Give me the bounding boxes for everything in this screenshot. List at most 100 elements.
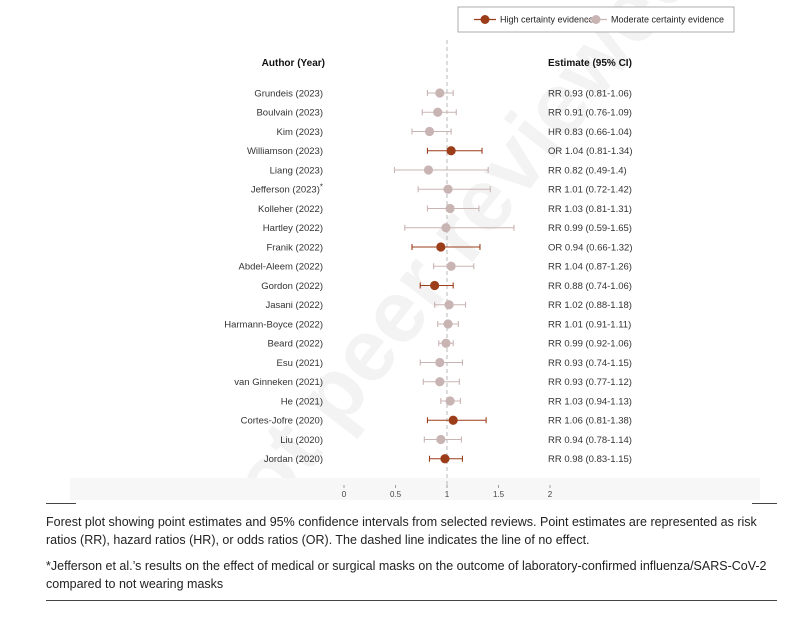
point-estimate (448, 415, 458, 425)
forest-row: Harmann-Boyce (2022) RR 1.01 (0.91-1.11) (224, 319, 631, 330)
row-label: He (2021) (281, 396, 323, 407)
row-label: Boulvain (2023) (256, 108, 323, 119)
row-estimate: RR 0.93 (0.81-1.06) (548, 88, 632, 99)
forest-row: van Ginneken (2021) RR 0.93 (0.77-1.12) (234, 377, 632, 388)
forest-row: Gordon (2022) RR 0.88 (0.74-1.06) (261, 281, 632, 292)
forest-row: Boulvain (2023) RR 0.91 (0.76-1.09) (256, 108, 632, 119)
x-tick-label: 1.5 (493, 490, 505, 499)
row-label: Gordon (2022) (261, 281, 323, 292)
forest-row: Beard (2022) RR 0.99 (0.92-1.06) (268, 339, 632, 350)
footnote-marker: * (320, 183, 323, 192)
point-estimate (445, 396, 455, 406)
row-label: Esu (2021) (277, 358, 323, 369)
row-label: Franik (2022) (267, 242, 324, 253)
row-label: Kim (2023) (277, 127, 323, 138)
row-label: Jefferson (2023)* (251, 183, 323, 196)
forest-row: Esu (2021) RR 0.93 (0.74-1.15) (277, 358, 632, 369)
point-estimate (435, 377, 445, 387)
point-estimate (444, 300, 454, 310)
row-estimate: RR 0.82 (0.49-1.4) (548, 165, 627, 176)
row-estimate: RR 1.03 (0.94-1.13) (548, 396, 632, 407)
point-estimate (423, 165, 434, 175)
forest-row: He (2021) RR 1.03 (0.94-1.13) (281, 396, 632, 407)
point-estimate (443, 319, 453, 329)
divider-left (46, 503, 76, 504)
row-estimate: RR 1.02 (0.88-1.18) (548, 300, 632, 311)
divider-right (752, 503, 777, 504)
forest-row: Kim (2023) HR 0.83 (0.66-1.04) (277, 127, 632, 138)
plot-area (70, 40, 760, 500)
forest-row: Jefferson (2023)* RR 1.01 (0.72-1.42) (251, 183, 632, 196)
row-estimate: RR 0.93 (0.74-1.15) (548, 358, 632, 369)
divider-bottom (46, 600, 777, 601)
point-estimate (446, 146, 456, 156)
x-tick-label: 2 (548, 490, 553, 499)
forest-row: Abdel-Aleem (2022) RR 1.04 (0.87-1.26) (239, 262, 632, 273)
figure-footnote: *Jefferson et al.’s results on the effec… (46, 559, 767, 591)
point-estimate (436, 242, 446, 252)
row-estimate: RR 0.99 (0.92-1.06) (548, 339, 632, 350)
row-estimate: RR 1.06 (0.81-1.38) (548, 416, 632, 427)
legend-moderate-dot (591, 15, 601, 24)
row-label: Harmann-Boyce (2022) (224, 319, 323, 330)
row-estimate: RR 1.01 (0.72-1.42) (548, 185, 632, 196)
row-estimate: RR 1.04 (0.87-1.26) (548, 262, 632, 273)
row-label: Jasani (2022) (265, 300, 323, 311)
legend-item-moderate: Moderate certainty evidence (585, 15, 724, 25)
row-estimate: RR 0.88 (0.74-1.06) (548, 281, 632, 292)
author-header: Author (Year) (262, 58, 325, 69)
forest-row: Williamson (2023) OR 1.04 (0.81-1.34) (247, 146, 633, 157)
point-estimate (441, 223, 451, 233)
forest-row: Liu (2020) RR 0.94 (0.78-1.14) (280, 435, 632, 446)
point-estimate (433, 107, 443, 117)
point-estimate (435, 88, 445, 98)
x-tick-label: 1 (445, 490, 450, 499)
forest-row: Liang (2023) RR 0.82 (0.49-1.4) (270, 165, 627, 176)
x-tick-label: 0.5 (390, 490, 402, 499)
row-label: van Ginneken (2021) (234, 377, 323, 388)
row-estimate: OR 1.04 (0.81-1.34) (548, 146, 633, 157)
point-estimate (424, 126, 435, 137)
legend-moderate-label: Moderate certainty evidence (611, 15, 724, 25)
row-label: Abdel-Aleem (2022) (239, 262, 324, 273)
row-estimate: RR 0.98 (0.83-1.15) (548, 454, 632, 465)
legend: High certainty evidence Moderate certain… (457, 6, 735, 33)
x-tick-label: 0 (342, 490, 347, 499)
row-estimate: OR 0.94 (0.66-1.32) (548, 242, 633, 253)
row-label: Liang (2023) (270, 165, 323, 176)
row-label: Hartley (2022) (263, 223, 323, 234)
point-estimate (436, 434, 446, 445)
forest-row: Cortes-Jofre (2020) RR 1.06 (0.81-1.38) (241, 416, 632, 427)
row-label: Liu (2020) (280, 435, 323, 446)
point-estimate (443, 184, 453, 194)
point-estimate (440, 454, 450, 464)
row-estimate: RR 1.01 (0.91-1.11) (548, 319, 631, 330)
forest-row: Franik (2022) OR 0.94 (0.66-1.32) (267, 242, 633, 253)
row-label: Williamson (2023) (247, 146, 323, 157)
point-estimate (430, 280, 440, 291)
estimate-header: Estimate (95% CI) (548, 58, 632, 69)
point-estimate (445, 203, 455, 214)
row-estimate: RR 1.03 (0.81-1.31) (548, 204, 632, 215)
forest-plot: not peer reviewed High certainty evidenc… (70, 0, 760, 500)
row-estimate: RR 0.94 (0.78-1.14) (548, 435, 632, 446)
forest-row: Kolleher (2022) RR 1.03 (0.81-1.31) (258, 204, 632, 215)
legend-high-dot (480, 15, 490, 24)
row-estimate: RR 0.99 (0.59-1.65) (548, 223, 632, 234)
forest-row: Hartley (2022) RR 0.99 (0.59-1.65) (263, 223, 632, 234)
figure-caption: Forest plot showing point estimates and … (46, 515, 757, 547)
plot-background (70, 478, 760, 500)
point-estimate (435, 357, 445, 368)
forest-row: Jordan (2020) RR 0.98 (0.83-1.15) (264, 454, 632, 465)
legend-item-high: High certainty evidence (474, 15, 594, 25)
row-label: Cortes-Jofre (2020) (241, 416, 323, 427)
row-label: Beard (2022) (268, 339, 323, 350)
row-label: Grundeis (2023) (254, 88, 323, 99)
x-axis: 0 0.5 1 1.5 2 (342, 485, 553, 499)
forest-row: Grundeis (2023) RR 0.93 (0.81-1.06) (254, 88, 632, 99)
row-estimate: RR 0.93 (0.77-1.12) (548, 377, 632, 388)
point-estimate (441, 338, 451, 348)
forest-row: Jasani (2022) RR 1.02 (0.88-1.18) (265, 300, 632, 311)
legend-high-label: High certainty evidence (500, 15, 594, 25)
forest-rows: Grundeis (2023) RR 0.93 (0.81-1.06) Boulva… (224, 88, 632, 465)
